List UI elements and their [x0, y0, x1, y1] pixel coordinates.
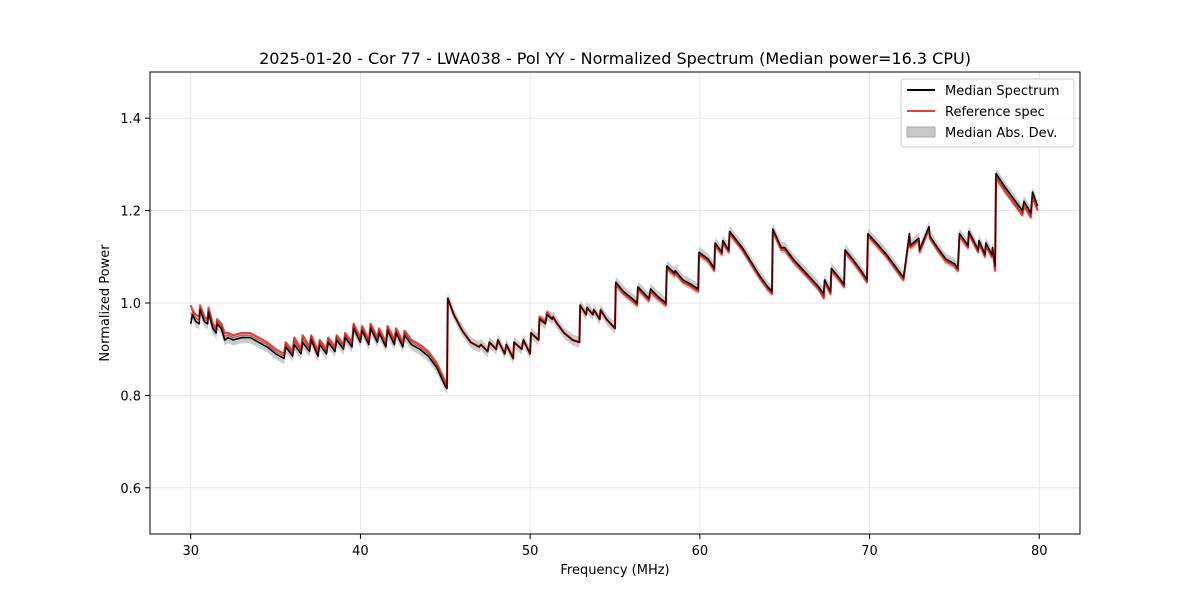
legend-label-median-spectrum: Median Spectrum	[945, 84, 1059, 99]
series-overlap-trace	[190, 174, 1039, 388]
x-axis-ticks: 30 40 50 60 70 80	[182, 534, 1048, 559]
series-line-median-spectrum	[189, 172, 1039, 390]
x-tick-label: 70	[861, 544, 878, 559]
mad-band	[190, 168, 1038, 394]
y-tick-label: 0.6	[120, 482, 141, 497]
legend-box	[900, 78, 1075, 148]
x-tick-label: 80	[1031, 544, 1048, 559]
mad-band-layer	[190, 168, 1038, 394]
y-axis-ticks: 0.6 0.8 1.0 1.2 1.4	[120, 112, 150, 497]
x-tick-label: 30	[182, 544, 199, 559]
legend-label-reference-spec: Reference spec	[945, 105, 1045, 120]
series-layer	[189, 172, 1039, 390]
x-tick-label: 60	[692, 544, 709, 559]
y-tick-label: 0.8	[120, 389, 141, 404]
y-tick-label: 1.4	[120, 112, 141, 127]
y-tick-label: 1.2	[120, 205, 141, 220]
legend-label-mad-band: Median Abs. Dev.	[945, 126, 1057, 141]
x-tick-label: 50	[522, 544, 539, 559]
x-tick-label: 40	[352, 544, 369, 559]
y-axis-label: Normalized Power	[98, 244, 113, 362]
legend: Median Spectrum Reference spec Median Ab…	[900, 78, 1075, 148]
legend-swatch-mad-band	[906, 126, 936, 138]
x-axis-label: Frequency (MHz)	[560, 563, 669, 578]
chart-title: 2025-01-20 - Cor 77 - LWA038 - Pol YY - …	[259, 49, 971, 68]
y-tick-label: 1.0	[120, 297, 141, 312]
